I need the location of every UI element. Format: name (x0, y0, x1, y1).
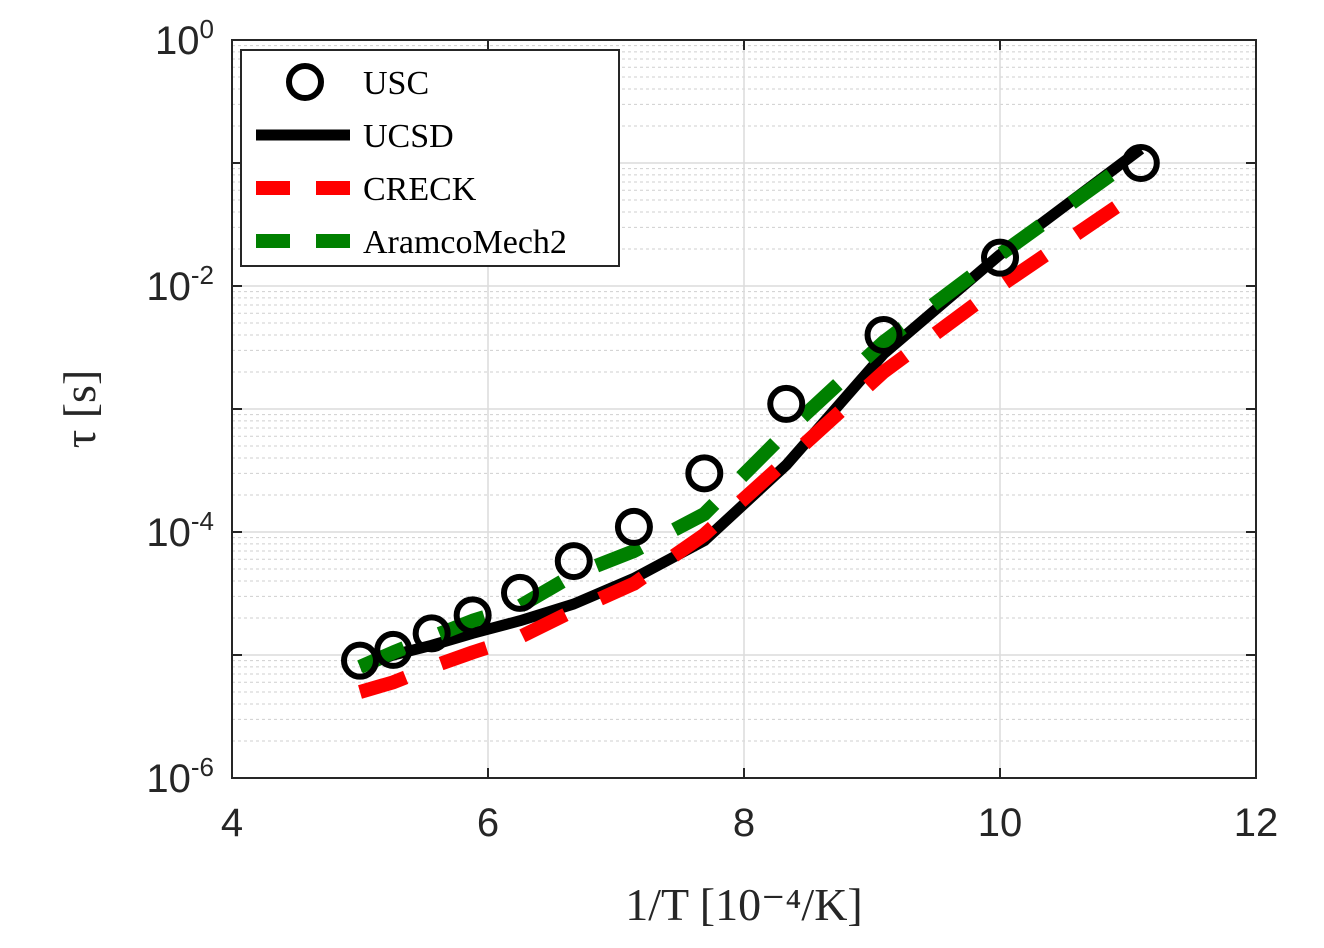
marker-usc (864, 315, 903, 354)
legend-label-aramcomech2: AramcoMech2 (363, 224, 567, 261)
plot-area (341, 144, 1160, 699)
y-tick-label: 10-4 (146, 506, 214, 555)
x-tick-label: 8 (733, 801, 755, 845)
y-tick-label: 10-2 (146, 260, 214, 309)
y-tick-label: 10-6 (146, 752, 214, 801)
tick-labels: 4 6 8 10 12 10-6 10-4 10-2 100 (146, 14, 1278, 845)
x-tick-label: 10 (978, 801, 1023, 845)
x-axis-label: 1/T [10⁻⁴/K] (625, 879, 863, 930)
marker-usc (981, 238, 1019, 277)
legend-label-ucsd: UCSD (363, 118, 454, 155)
marker-usc (341, 641, 379, 680)
x-tick-label: 12 (1234, 801, 1279, 845)
legend-swatch-usc (286, 63, 324, 101)
y-tick-label: 100 (155, 14, 214, 63)
series-line-aramcomech2 (357, 147, 1145, 674)
ticks (231, 39, 1257, 779)
legend-label-usc: USC (363, 65, 429, 102)
x-tick-label: 6 (477, 801, 499, 845)
marker-usc (374, 630, 413, 669)
marker-usc (501, 573, 539, 612)
series-line-creck (358, 184, 1145, 699)
marker-usc (685, 454, 724, 493)
marker-usc (614, 507, 653, 546)
marker-usc (1121, 144, 1160, 182)
marker-usc (453, 596, 492, 635)
x-tick-label: 4 (221, 801, 243, 845)
marker-usc (554, 542, 593, 581)
marker-usc (412, 614, 451, 653)
legend-box (240, 49, 620, 267)
y-axis-label: τ [s] (54, 370, 105, 449)
legend-label-creck: CRECK (363, 171, 477, 208)
legend: USC UCSD CRECK AramcoMech2 (240, 49, 620, 267)
marker-usc (767, 384, 806, 423)
